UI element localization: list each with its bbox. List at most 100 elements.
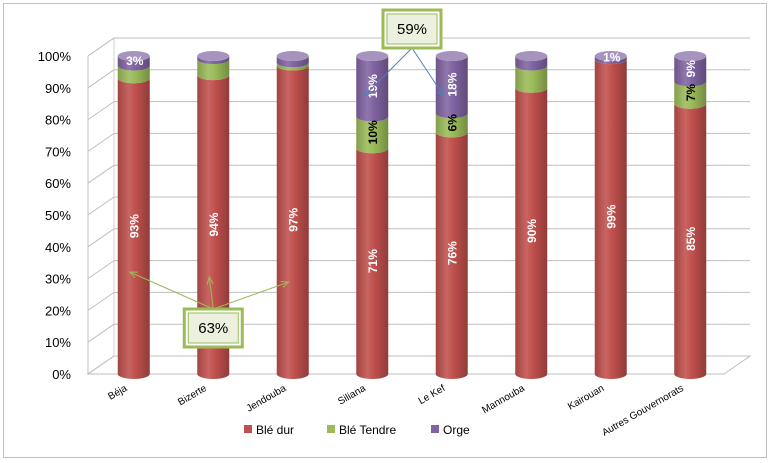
data-label: 7% (684, 84, 698, 102)
data-label: 94% (207, 212, 221, 236)
data-label: 9% (684, 60, 698, 78)
gridline-depth (87, 37, 115, 57)
bar-segment-ble-dur (515, 87, 548, 380)
bar-segment-orge (435, 56, 468, 119)
gridline-depth (87, 69, 115, 89)
bar-jendouba: 97% (276, 51, 309, 379)
x-tick-label: Bizerte (176, 383, 209, 408)
bar-segment-orge (197, 56, 230, 65)
data-label: 76% (446, 241, 460, 265)
bar-segment-orge (356, 56, 389, 122)
legend-item-orge: Orge (431, 423, 470, 437)
floor (86, 355, 752, 375)
gridline-depth (87, 260, 115, 280)
bar-segment-ble-dur (276, 65, 309, 379)
bar-segment-orge (674, 56, 707, 87)
gridline-depth (87, 164, 115, 184)
callout-arrow-head (128, 271, 138, 279)
bar-bizerte: 94% (197, 51, 230, 379)
data-label: 85% (684, 227, 698, 251)
bar-autres-gouvernorats: 85% 7% 9% (674, 51, 707, 379)
callout-inner (187, 312, 239, 344)
bar-segment-ble-tendre (197, 59, 230, 81)
data-label: 10% (366, 120, 380, 144)
bar-top-cap (197, 51, 230, 61)
x-tick-label: Jendouba (245, 383, 289, 415)
data-label: 97% (287, 207, 301, 231)
data-label: 1% (603, 51, 621, 65)
bar-segment-ble-dur (594, 59, 627, 380)
bar-top-cap (435, 51, 468, 61)
bar-segment-ble-dur (435, 132, 468, 379)
data-label: 19% (366, 74, 380, 98)
gridline-depth (87, 196, 115, 216)
x-tick-label: Le Kef (417, 383, 448, 407)
x-tick-label: Béja (106, 383, 129, 403)
legend-swatch (327, 425, 335, 433)
callout-label: 59% (397, 21, 427, 38)
y-tick-label: 10% (45, 335, 71, 350)
legend-swatch (244, 425, 252, 433)
y-tick-label: 0% (52, 367, 71, 382)
bar-top-cap (356, 51, 389, 61)
x-tick-label: Mannouba (480, 383, 527, 416)
y-tick-label: 30% (45, 272, 71, 287)
bar-segment-ble-tendre (515, 65, 548, 93)
y-tick-label: 20% (45, 303, 71, 318)
bar-segment-orge (276, 56, 309, 68)
legend-item-ble-dur: Blé dur (244, 423, 294, 437)
data-label: 18% (446, 72, 460, 96)
bar-segment-ble-dur (197, 75, 230, 379)
gridline-depth (87, 355, 115, 375)
callout-arrow-head (363, 88, 372, 97)
bar-top-cap (117, 51, 150, 61)
legend-item-ble-tendre: Blé Tendre (327, 423, 396, 437)
x-tick-label: Kairouan (566, 383, 606, 413)
callout-label: 63% (198, 320, 228, 337)
data-label: 99% (605, 204, 619, 228)
data-label: 90% (525, 219, 539, 243)
legend-label: Orge (443, 423, 470, 437)
data-label: 6% (446, 114, 460, 132)
callout-arrow-head (280, 281, 290, 288)
bar-top-cap (674, 51, 707, 61)
bar-le-kef: 76% 6% 18% (435, 51, 468, 379)
y-tick-label: 90% (45, 81, 71, 96)
bar-segment-ble-dur (674, 103, 707, 379)
y-tick-label: 80% (45, 113, 71, 128)
y-tick-label: 70% (45, 144, 71, 159)
bar-segment-orge (117, 56, 150, 71)
data-label: 93% (128, 214, 142, 238)
bar-top-cap (276, 51, 309, 61)
legend-label: Blé Tendre (339, 423, 396, 437)
bar-segment-ble-tendre (356, 116, 389, 154)
callout-arrow (208, 276, 214, 310)
callout-arrow (129, 271, 214, 310)
bar-beja: 93% 3% (117, 51, 150, 379)
gridline-depth (87, 132, 115, 152)
bar-segment-orge (515, 56, 548, 71)
y-tick-label: 60% (45, 176, 71, 191)
bar-segment-ble-dur (117, 78, 150, 379)
data-label: 3% (126, 54, 144, 68)
bar-siliana: 71% 10% 19% (356, 51, 389, 379)
gridline-depth (87, 228, 115, 248)
callout-inner (386, 13, 438, 45)
gridline-depth (87, 323, 115, 343)
callout-arrow (411, 47, 445, 97)
bar-mannouba: 90% (515, 51, 548, 380)
bar-segment-ble-tendre (117, 65, 150, 84)
legend-swatch (431, 425, 439, 433)
bar-top-cap (594, 51, 627, 61)
gridline-depth (87, 101, 115, 121)
bar-segment-ble-tendre (674, 81, 707, 109)
callout-arrow (213, 281, 289, 310)
x-tick-label: Autres Gouvernorats (600, 383, 685, 439)
x-tick-label: Siliana (336, 383, 368, 408)
callout-arrow-head (436, 88, 445, 98)
bar-segment-orge (594, 56, 627, 65)
bar-segment-ble-tendre (435, 113, 468, 138)
bar-segment-ble-tendre (276, 62, 309, 71)
y-tick-label: 50% (45, 208, 71, 223)
